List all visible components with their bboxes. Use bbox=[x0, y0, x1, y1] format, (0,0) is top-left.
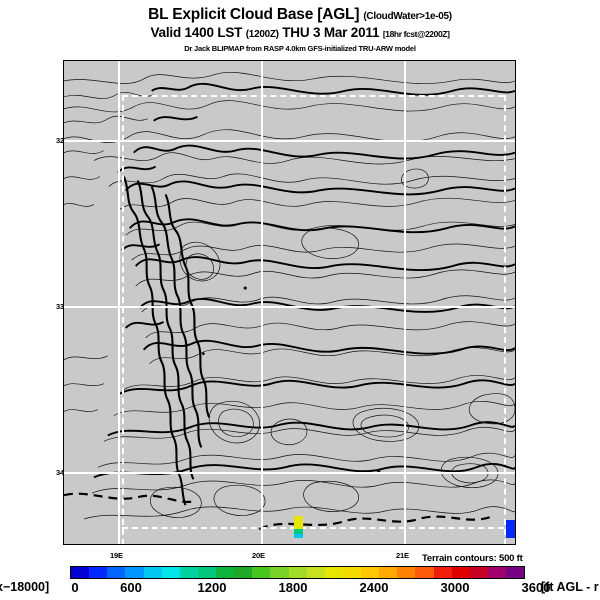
chart-title-block: BL Explicit Cloud Base [AGL] (CloudWater… bbox=[0, 6, 600, 54]
colorbar-band bbox=[487, 567, 506, 578]
domain-boundary-right bbox=[504, 95, 506, 544]
terrain-contour-note: Terrain contours: 500 ft bbox=[422, 553, 523, 564]
colorbar-tick-3600: 3600 bbox=[521, 580, 551, 595]
gridline-lat-33s bbox=[64, 306, 515, 308]
cloud-cell-east bbox=[506, 520, 515, 538]
colorbar-band bbox=[306, 567, 325, 578]
colorbar-band bbox=[71, 567, 90, 578]
colorbar-band bbox=[252, 567, 271, 578]
axis-label-left-34s: 34S bbox=[56, 468, 69, 477]
colorbar-band bbox=[469, 567, 488, 578]
gridline-lat-32s bbox=[64, 140, 515, 142]
colorbar-tick-0: 0 bbox=[71, 580, 79, 595]
cloud-cell-south-base bbox=[294, 534, 303, 538]
colorbar-left-label: x−18000] bbox=[0, 580, 50, 594]
colorbar-band bbox=[234, 567, 253, 578]
chart-subtitle: Valid 1400 LST (1200Z) THU 3 Mar 2011 [1… bbox=[0, 25, 600, 43]
colorbar-band bbox=[506, 567, 525, 578]
domain-boundary-bottom bbox=[122, 527, 504, 529]
colorbar-tick-labels: 0 600 1200 1800 2400 3000 3600 4200 bbox=[0, 580, 600, 598]
forecast-map[interactable] bbox=[63, 60, 516, 545]
colorbar-band bbox=[89, 567, 108, 578]
chart-source-line: Dr Jack BLIPMAP from RASP 4.0km GFS-init… bbox=[184, 44, 416, 53]
valid-date-label: THU 3 Mar 2011 bbox=[282, 25, 380, 40]
domain-boundary-top bbox=[122, 95, 504, 97]
colorbar-right-label: [ft AGL - r bbox=[541, 580, 599, 594]
chart-title-main: BL Explicit Cloud Base [AGL] bbox=[148, 6, 360, 23]
domain-boundary-left bbox=[122, 95, 124, 544]
colorbar-band bbox=[361, 567, 380, 578]
colorbar-band bbox=[143, 567, 162, 578]
colorbar-band bbox=[125, 567, 144, 578]
colorbar-band bbox=[197, 567, 216, 578]
axis-label-left-32s: 32S bbox=[56, 136, 69, 145]
chart-title-qualifier: (CloudWater>1e-05) bbox=[363, 11, 452, 22]
cloud-cell-south-lower bbox=[294, 529, 303, 534]
colorbar-band bbox=[415, 567, 434, 578]
colorbar-band bbox=[379, 567, 398, 578]
colorbar-tick-2400: 2400 bbox=[359, 580, 389, 595]
colorbar-tick-1800: 1800 bbox=[278, 580, 308, 595]
valid-time-label: Valid 1400 LST bbox=[150, 25, 243, 40]
terrain-contour-layer bbox=[64, 71, 515, 531]
colorbar-tick-3000: 3000 bbox=[440, 580, 470, 595]
colorbar-band bbox=[216, 567, 235, 578]
axis-label-bottom-21e: 21E bbox=[396, 551, 409, 560]
colorbar-band bbox=[161, 567, 180, 578]
colorbar-tick-1200: 1200 bbox=[197, 580, 227, 595]
colorbar-band bbox=[451, 567, 470, 578]
valid-time-utc: (1200Z) bbox=[245, 29, 279, 40]
colorbar-band bbox=[179, 567, 198, 578]
colorbar-band bbox=[397, 567, 416, 578]
gridline-lon-21e bbox=[404, 61, 406, 544]
gridline-lon-19e bbox=[118, 61, 120, 544]
chart-title: BL Explicit Cloud Base [AGL] (CloudWater… bbox=[0, 6, 600, 25]
colorbar-band bbox=[270, 567, 289, 578]
gridline-lon-20e bbox=[261, 61, 263, 544]
axis-label-bottom-19e: 19E bbox=[110, 551, 123, 560]
axis-label-bottom-20e: 20E bbox=[252, 551, 265, 560]
cloud-cell-south bbox=[294, 516, 303, 529]
colorbar-band bbox=[342, 567, 361, 578]
forecast-hour-stamp: [18hr fcst@2200Z] bbox=[382, 29, 450, 39]
axis-label-left-33s: 33S bbox=[56, 302, 69, 311]
colorbar-band bbox=[288, 567, 307, 578]
colorbar-band bbox=[107, 567, 126, 578]
colorbar[interactable] bbox=[70, 566, 525, 579]
gridline-lat-34s bbox=[64, 472, 515, 474]
colorbar-band bbox=[433, 567, 452, 578]
colorbar-band bbox=[324, 567, 343, 578]
colorbar-tick-600: 600 bbox=[120, 580, 142, 595]
